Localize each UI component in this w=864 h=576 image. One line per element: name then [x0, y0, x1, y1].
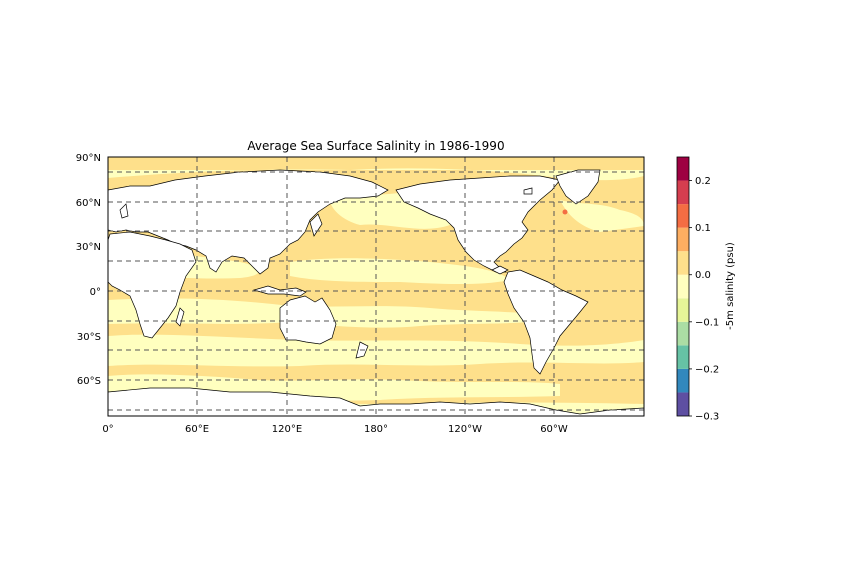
north-america-landmass [395, 175, 561, 273]
lon-label: 60°E [185, 424, 209, 435]
map-frame [107, 156, 645, 417]
antarctica-landmass [108, 387, 644, 416]
colorbar-label: -5m salinity (psu) [725, 242, 736, 330]
colorbar-swatch [677, 298, 689, 322]
lat-label: 90°N [76, 153, 101, 164]
eurasia-landmass [108, 169, 389, 275]
colorbar-swatch [677, 204, 689, 228]
lat-label: 60°S [77, 376, 101, 387]
colorbar-tick-label: −0.1 [695, 317, 719, 328]
japan-landmass [309, 213, 323, 237]
lat-label: 30°N [76, 242, 101, 253]
colorbar-tick-label: 0.2 [695, 176, 711, 187]
colorbar-swatch [677, 227, 689, 252]
map-panel [108, 157, 644, 416]
colorbar-tick-label: 0.1 [695, 223, 711, 234]
colorbar-swatch [677, 368, 689, 393]
colorbar: 0.2 0.1 0.0 −0.1 −0.2 −0.3 [676, 156, 719, 423]
colorbar-tick-label: −0.2 [695, 364, 719, 375]
greenland-landmass [555, 169, 601, 205]
colorbar-swatch [677, 180, 689, 205]
colorbar-swatch [677, 392, 689, 416]
madagascar-landmass [175, 307, 185, 327]
lon-label: 120°W [448, 424, 482, 435]
australia-landmass [279, 295, 337, 345]
colorbar-swatch [677, 251, 689, 275]
map-gridlines [108, 157, 644, 416]
colorbar-swatch [677, 345, 689, 369]
latitude-labels: 90°N 60°N 30°N 0° 30°S 60°S [76, 153, 101, 387]
positive-anomaly-hotspot [562, 209, 568, 215]
colorbar-swatch [677, 321, 689, 346]
lon-label: 180° [364, 424, 388, 435]
iceland-landmass [523, 187, 533, 195]
lon-label: 60°W [540, 424, 568, 435]
caribbean-landmass [491, 265, 509, 275]
colorbar-frame [676, 156, 690, 417]
colorbar-swatch [677, 274, 689, 299]
colorbar-tick-label: 0.0 [695, 270, 711, 281]
uk-landmass [119, 203, 129, 219]
africa-landmass [108, 231, 197, 339]
land-masses [108, 169, 644, 416]
longitude-labels: 0° 60°E 120°E 180° 120°W 60°W [102, 424, 568, 435]
colorbar-tick-label: −0.3 [695, 412, 719, 423]
lat-label: 0° [90, 287, 101, 298]
colorbar-swatch [677, 157, 689, 181]
lon-label: 0° [102, 424, 113, 435]
lat-label: 60°N [76, 198, 101, 209]
map-title: Average Sea Surface Salinity in 1986-199… [247, 139, 505, 153]
lat-label: 30°S [77, 332, 101, 343]
lon-label: 120°E [272, 424, 302, 435]
